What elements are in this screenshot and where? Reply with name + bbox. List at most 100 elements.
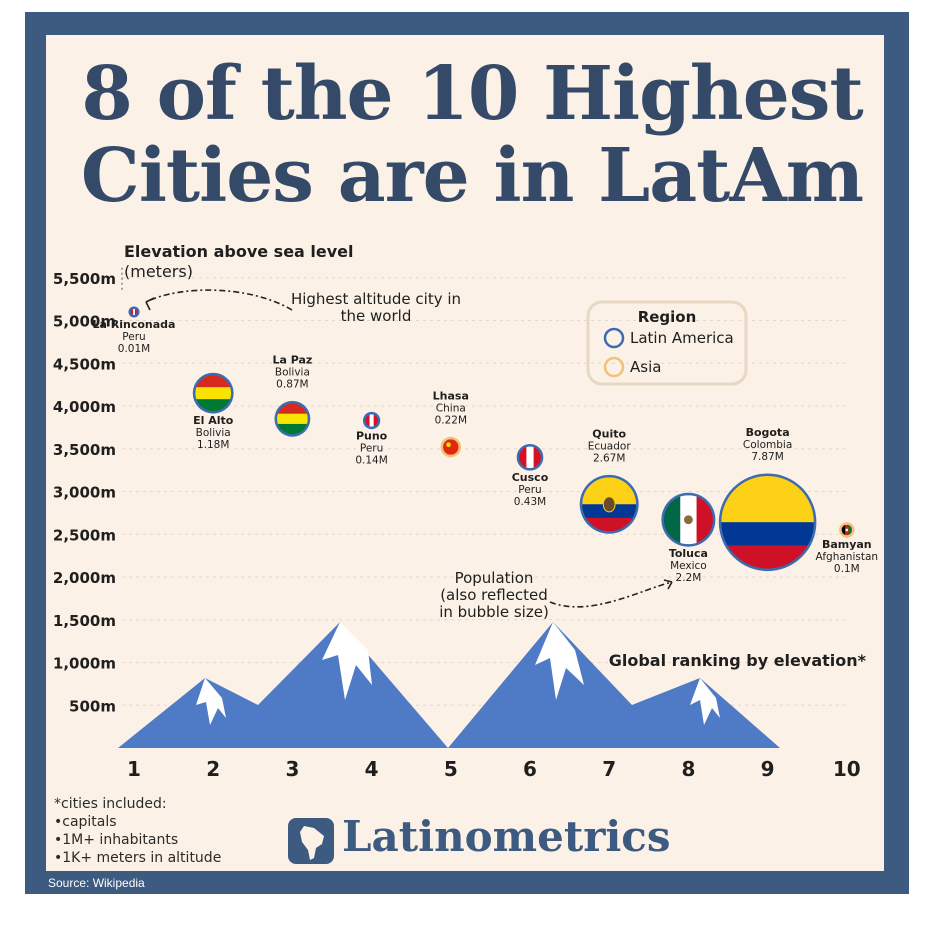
x-tick-label: 4	[365, 757, 379, 781]
bubble-country: Peru	[518, 484, 541, 496]
annotation-text: in bubble size)	[439, 603, 549, 621]
snow-cap	[690, 678, 720, 725]
bubble-population: 0.43M	[514, 496, 546, 508]
flag-fill	[365, 414, 378, 427]
y-tick-label: 2,500m	[53, 526, 116, 544]
flag-band	[721, 522, 814, 546]
flag-fill	[721, 475, 814, 569]
flag-fill	[663, 495, 713, 545]
flag-star	[446, 442, 451, 448]
x-tick-label: 2	[206, 757, 220, 781]
flag-band	[848, 524, 853, 536]
annotation-arrowhead	[663, 579, 673, 590]
legend-label: Latin America	[630, 329, 734, 347]
bubble-country: Ecuador	[588, 440, 632, 452]
flag-fill	[443, 439, 459, 455]
flag-band	[277, 413, 308, 425]
bubble-city: Bogota	[746, 426, 790, 439]
footnote-line: •1K+ meters in altitude	[54, 850, 222, 866]
flag-band	[133, 308, 136, 315]
legend-box	[586, 300, 748, 386]
bubble-city: El Alto	[193, 414, 234, 427]
bubble-population: 0.87M	[276, 378, 308, 390]
annotation-text: Highest altitude city in	[291, 290, 461, 308]
legend-marker	[603, 327, 625, 349]
x-tick-label: 9	[761, 757, 775, 781]
bubble-city: Bamyan	[822, 538, 872, 551]
bubble-city: La Paz	[272, 353, 312, 366]
flag-emblem	[845, 528, 849, 532]
title-line-1: 8 of the 10 Highest	[81, 51, 863, 137]
x-tick-label: 10	[833, 757, 861, 781]
legend-label: Asia	[630, 358, 661, 376]
bubble-country: Bolivia	[196, 427, 231, 439]
flag-band	[131, 308, 134, 315]
snow-cap	[322, 622, 372, 700]
brand-name: Latinometrics	[342, 812, 671, 861]
bubble-population: 0.1M	[834, 563, 860, 575]
bubble-country: Peru	[360, 443, 383, 455]
bubble-population: 2.67M	[593, 452, 625, 464]
bubble-city: Quito	[592, 427, 626, 440]
flag-band	[519, 446, 527, 469]
bubble-population: 0.22M	[435, 414, 467, 426]
bubble-population: 7.87M	[751, 451, 783, 463]
legend-marker	[603, 356, 625, 378]
bubble-population: 0.01M	[118, 343, 150, 355]
x-tick-label: 8	[681, 757, 695, 781]
snow-cap	[196, 678, 226, 725]
flag-band	[533, 446, 541, 469]
bubble-country: Peru	[122, 331, 145, 343]
y-axis-title: Elevation above sea level	[124, 242, 354, 261]
x-axis-title: Global ranking by elevation*	[609, 651, 867, 670]
flag-band	[195, 375, 232, 388]
x-tick-label: 7	[602, 757, 616, 781]
latam-map-icon	[288, 818, 334, 864]
x-tick-label: 6	[523, 757, 537, 781]
y-tick-label: 500m	[69, 697, 116, 715]
flag-band	[277, 403, 308, 415]
flag-band	[365, 414, 371, 427]
flag-band	[526, 446, 535, 469]
y-tick-label: 3,500m	[53, 441, 116, 459]
y-tick-label: 4,500m	[53, 355, 116, 373]
flag-band	[721, 475, 814, 523]
flag-emblem	[602, 496, 616, 513]
flag-fill	[519, 446, 541, 469]
y-tick-label: 3,000m	[53, 484, 116, 502]
x-tick-label: 5	[444, 757, 458, 781]
bubble-country: Mexico	[670, 560, 707, 572]
y-axis-unit: (meters)	[124, 262, 193, 281]
x-tick-label: 1	[127, 757, 141, 781]
annotation-arrow	[145, 289, 293, 311]
x-tick-label: 3	[285, 757, 299, 781]
flag-band	[195, 387, 232, 400]
legend-title: Region	[638, 308, 697, 326]
bubble-population: 0.14M	[355, 455, 387, 467]
y-tick-label: 1,500m	[53, 612, 116, 630]
footnote-line: •1M+ inhabitants	[54, 832, 179, 848]
flag-fill	[841, 524, 853, 536]
flag-band	[135, 308, 137, 315]
flag-band	[696, 495, 713, 545]
annotation-text: Population	[455, 569, 534, 587]
flag-fill	[195, 375, 232, 412]
footnote-line: *cities included:	[54, 796, 167, 812]
title-line-2: Cities are in LatAm	[80, 133, 864, 219]
flag-fill	[131, 308, 137, 315]
y-tick-label: 5,500m	[53, 270, 116, 288]
flag-band	[277, 423, 308, 435]
flag-band	[841, 524, 846, 536]
flag-band	[373, 414, 378, 427]
y-tick-label: 5,000m	[53, 313, 116, 331]
bubble-country: Colombia	[743, 439, 792, 451]
